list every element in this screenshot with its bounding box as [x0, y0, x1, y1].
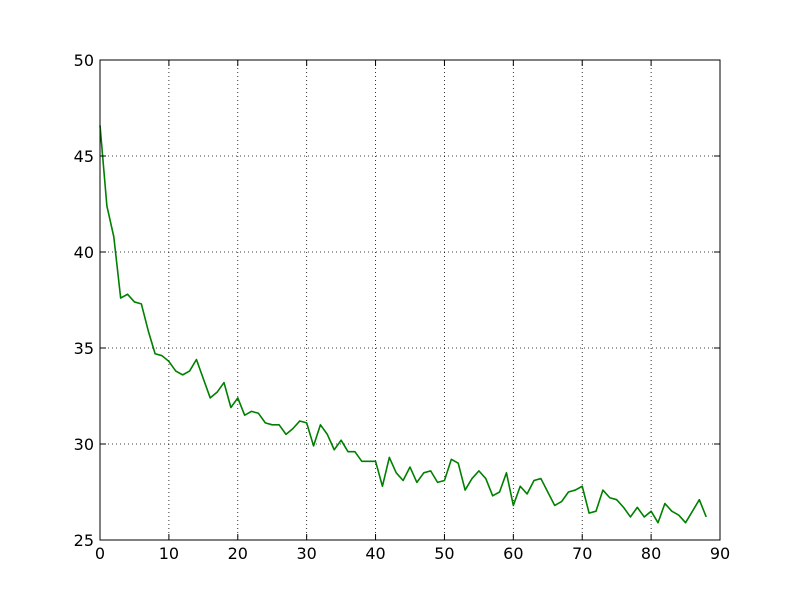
plot-frame — [99, 59, 721, 541]
x-tick-label: 50 — [434, 544, 454, 563]
series-layer — [99, 125, 707, 524]
y-tick-label: 30 — [74, 435, 94, 454]
y-tick-label: 50 — [74, 51, 94, 70]
x-tick-label: 0 — [95, 544, 105, 563]
plot-area-background — [100, 60, 720, 540]
x-tick-label: 10 — [159, 544, 179, 563]
x-tick-label: 90 — [710, 544, 730, 563]
y-tick-label: 45 — [74, 147, 94, 166]
x-tick-label: 40 — [365, 544, 385, 563]
x-tick-label: 80 — [641, 544, 661, 563]
y-tick-label: 35 — [74, 339, 94, 358]
x-tick-label: 60 — [503, 544, 523, 563]
y-tick-label: 40 — [74, 243, 94, 262]
tick-layer — [99, 59, 721, 541]
x-tick-label: 70 — [572, 544, 592, 563]
grid-layer — [100, 60, 720, 540]
x-tick-label: 20 — [228, 544, 248, 563]
series-line — [99, 125, 707, 524]
y-tick-label: 25 — [74, 531, 94, 550]
tick-label-layer: 0 10 20 30 40 50 60 70 80 90 25 30 35 40 45 50 — [74, 51, 731, 563]
x-tick-label: 30 — [296, 544, 316, 563]
